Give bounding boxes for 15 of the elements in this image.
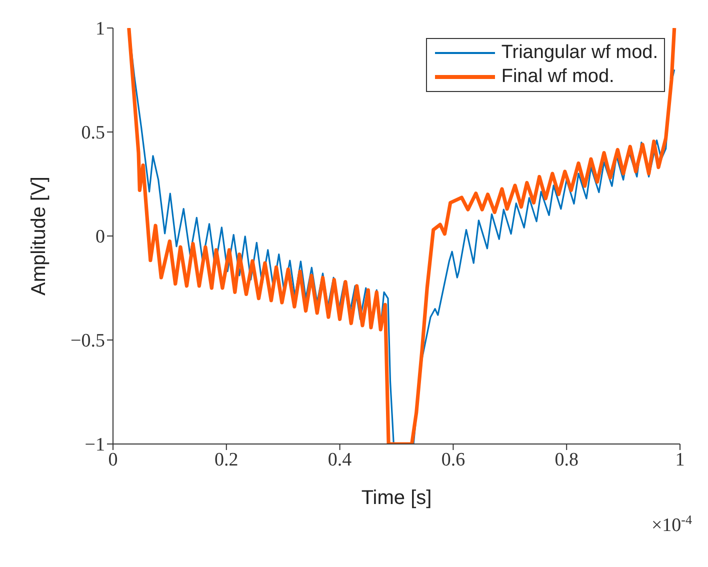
x-tick-label: 0.2 <box>214 449 238 470</box>
x-tick-label: 1 <box>675 449 685 470</box>
y-tick-label: −1 <box>84 434 105 456</box>
y-axis-title: Amplitude [V] <box>28 176 50 296</box>
text: ×10$^{-4}$ <box>651 512 692 536</box>
y-tick-label: 0 <box>96 226 105 248</box>
x-axis-title: Time [s] <box>361 487 432 509</box>
y-tick-label: 0.5 <box>81 122 105 144</box>
legend-label: Final wf mod. <box>501 65 614 89</box>
y-tick-label: −0.5 <box>70 330 105 352</box>
x-tick-label: 0.4 <box>328 449 352 470</box>
y-tick-label: 1 <box>96 18 105 40</box>
x-tick-label: 0.6 <box>441 449 466 470</box>
x-tick-label: 0.8 <box>554 449 578 470</box>
legend-label: Triangular wf mod. <box>501 41 658 65</box>
